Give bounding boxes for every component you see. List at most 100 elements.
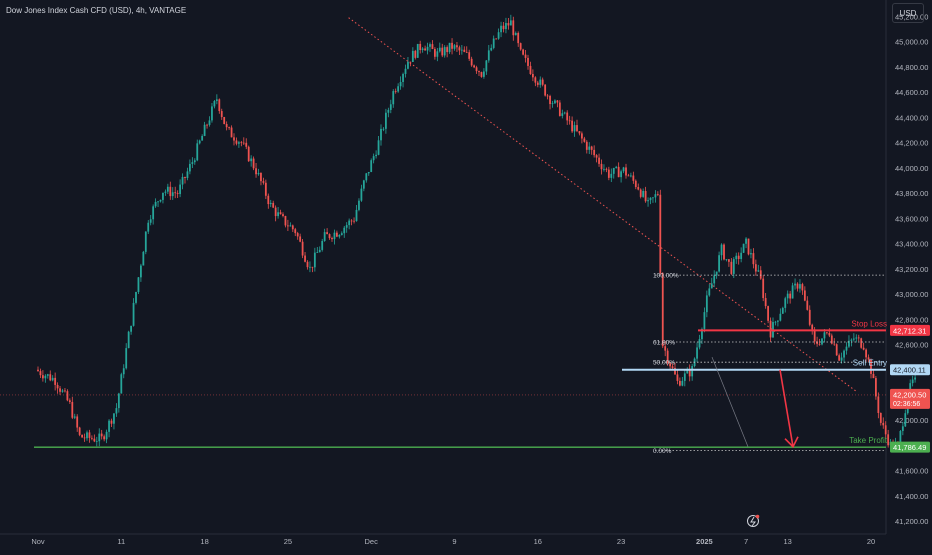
candle-body [762, 278, 765, 299]
candle-body [456, 45, 458, 48]
candle-body [757, 270, 760, 272]
currency-button[interactable]: USD [892, 3, 924, 23]
swing-guide-line [711, 356, 749, 447]
candle-body [56, 384, 59, 389]
candle-body [862, 347, 865, 350]
candle-body [473, 65, 475, 68]
candle-body [458, 47, 461, 51]
candle-body [213, 100, 216, 107]
candle-body [581, 133, 583, 139]
candle-body [879, 412, 882, 423]
candle-body [304, 255, 306, 262]
candle-body [358, 200, 360, 210]
candle-body [857, 337, 860, 339]
candle-body [610, 173, 613, 178]
candle-body [536, 82, 539, 85]
candle-body [242, 142, 245, 144]
candle-body [870, 359, 872, 374]
candle-body [68, 400, 71, 402]
candle-body [838, 355, 841, 361]
candle-body [671, 366, 674, 368]
y-tick-label: 42,800.00 [895, 315, 928, 324]
candle-body [585, 141, 588, 150]
candle-body [362, 180, 365, 189]
candle-body [166, 186, 169, 192]
fib-level-label: 50.00% [653, 360, 675, 367]
candle-body [162, 192, 164, 200]
candle-body [419, 43, 422, 51]
candle-body [855, 337, 858, 339]
candle-body [554, 100, 556, 104]
candle-body [436, 51, 439, 57]
candle-body [257, 172, 260, 175]
y-tick-label: 41,600.00 [895, 467, 928, 476]
candle-body [115, 408, 118, 414]
candle-body [872, 373, 875, 379]
candle-body [404, 68, 407, 74]
candle-body [630, 175, 632, 177]
candle-body [799, 284, 801, 289]
candle-body [821, 338, 823, 345]
candle-body [218, 99, 221, 112]
candle-body [105, 431, 108, 440]
candle-body [914, 377, 916, 380]
candle-body [696, 347, 698, 359]
candle-body [46, 374, 49, 376]
candle-body [203, 124, 206, 136]
candle-body [274, 207, 277, 217]
lightning-icon[interactable] [747, 514, 760, 527]
candle-body [201, 135, 204, 141]
candle-body [193, 160, 196, 163]
y-tick-label: 44,600.00 [895, 88, 928, 97]
candle-body [154, 201, 157, 207]
candle-body [277, 212, 279, 217]
candle-body [901, 426, 904, 432]
candle-body [622, 167, 625, 172]
level-label-sell-entry: Sell Entry [853, 359, 887, 368]
candle-body [76, 416, 79, 428]
candle-body [701, 328, 703, 340]
y-tick-label: 44,400.00 [895, 113, 928, 122]
candle-body [321, 241, 324, 250]
candle-body [875, 378, 877, 397]
candle-body [140, 265, 142, 278]
candle-body [551, 103, 554, 105]
fib-level-label: 0.00% [653, 448, 672, 455]
candle-body [566, 112, 569, 121]
candle-body [465, 51, 468, 53]
x-tick-label: 18 [200, 537, 208, 546]
candle-body [573, 125, 576, 132]
candle-body [713, 275, 716, 284]
candle-body [710, 283, 713, 289]
candle-body [238, 142, 240, 144]
candle-body [732, 259, 735, 274]
candle-body [848, 340, 850, 347]
candle-body [409, 61, 412, 63]
candle-body [272, 202, 275, 208]
candle-body [397, 86, 400, 92]
candle-body [137, 277, 140, 292]
y-tick-label: 44,800.00 [895, 63, 928, 72]
candle-body [434, 49, 436, 57]
candle-body [247, 146, 250, 162]
candle-body [309, 266, 311, 268]
candle-body [147, 222, 150, 232]
price-tag-text: 42,400.11 [893, 366, 926, 375]
candle-body [387, 109, 390, 113]
candle-body [83, 437, 86, 439]
y-tick-label: 44,000.00 [895, 164, 928, 173]
candle-body [460, 49, 463, 51]
candle-body [882, 422, 885, 426]
candle-body [588, 146, 591, 150]
candle-body [524, 54, 527, 58]
candle-body [81, 434, 83, 438]
candle-body [654, 194, 657, 198]
candle-body [380, 128, 382, 141]
candle-body [544, 84, 547, 96]
candle-body [186, 171, 189, 178]
candle-body [571, 120, 573, 132]
candle-body [414, 50, 417, 58]
candle-body [764, 298, 767, 307]
